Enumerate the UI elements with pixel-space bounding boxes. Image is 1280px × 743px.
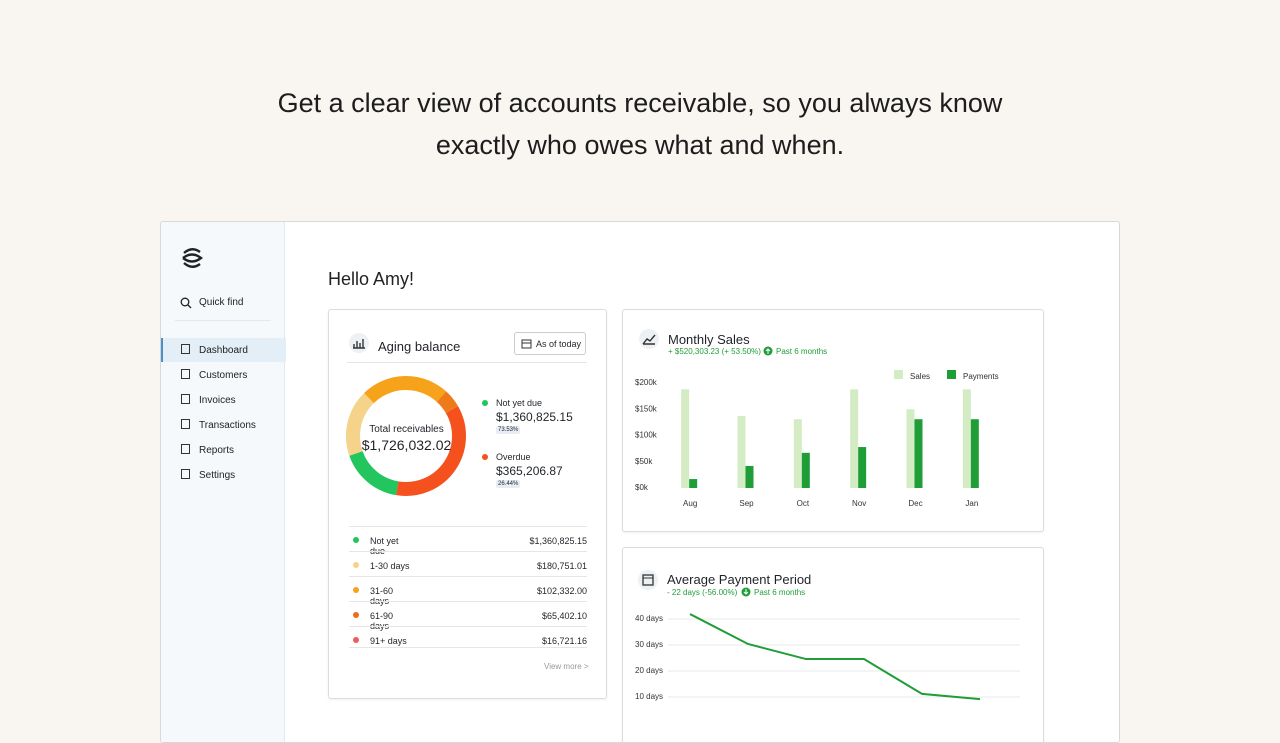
card-icon <box>349 333 369 353</box>
row-divider <box>349 601 587 602</box>
row-dot <box>353 537 359 543</box>
divider <box>347 362 587 363</box>
row-divider <box>349 647 587 648</box>
row-amount: $102,332.00 <box>536 586 587 596</box>
card-title: Aging balance <box>378 339 461 354</box>
quick-find[interactable]: Quick find <box>199 297 244 308</box>
search-icon <box>180 297 192 309</box>
row-divider <box>349 526 587 527</box>
card-title: Average Payment Period <box>667 572 812 587</box>
card-title: Monthly Sales <box>668 332 750 347</box>
donut-chart <box>346 376 466 496</box>
card-subtitle: + $520,303.23 (+ 53.50%) <box>668 347 761 356</box>
card-period: Past 6 months <box>754 588 806 597</box>
nav-item[interactable]: Invoices <box>199 395 236 406</box>
nav-item[interactable]: Reports <box>199 445 235 456</box>
donut-segment <box>396 406 466 496</box>
donut-segment <box>436 391 458 414</box>
headline: exactly who owes what and when. <box>435 130 845 160</box>
legend-label: Overdue <box>496 452 531 462</box>
view-more[interactable]: View more > <box>544 662 589 671</box>
row-label: 1-30 days <box>370 561 410 571</box>
center-label: Total receivables <box>369 424 444 435</box>
nav-icon <box>181 419 190 429</box>
row-dot <box>353 637 359 643</box>
logo <box>182 248 203 268</box>
nav-item[interactable]: Transactions <box>199 420 256 431</box>
donut-segment <box>346 393 375 456</box>
card-subtitle: - 22 days (-56.00%) <box>667 588 738 597</box>
date-filter[interactable]: As of today <box>514 332 586 355</box>
nav-item[interactable]: Dashboard <box>199 345 248 356</box>
legend-amount: $1,360,825.15 <box>496 410 573 424</box>
legend-share: 26.44% <box>496 480 521 488</box>
row-dot <box>353 612 359 618</box>
greeting: Hello Amy! <box>328 269 415 289</box>
row-amount: $180,751.01 <box>536 561 587 571</box>
headline: Get a clear view of accounts receivable,… <box>277 88 1003 118</box>
nav-item[interactable]: Customers <box>199 370 248 381</box>
sidebar: Quick find Dashboard Customers Invoices Tra… <box>161 222 286 742</box>
row-divider <box>349 626 587 627</box>
row-divider <box>349 576 587 577</box>
legend-share: 73.53% <box>496 426 521 434</box>
payment-period-card: Average Payment Period - 22 days (-56.00… <box>622 547 1044 742</box>
nav-icon <box>181 369 190 379</box>
row-dot <box>353 562 359 568</box>
aging-card: Aging balance As of today Total receivab… <box>328 309 607 699</box>
nav-icon <box>181 444 190 454</box>
row-divider <box>349 551 587 552</box>
donut-segment <box>349 450 399 496</box>
legend-amount: $365,206.87 <box>496 464 563 478</box>
legend-label: Not yet due <box>496 398 543 408</box>
row-label: Not yet due <box>370 536 399 556</box>
row-amount: $1,360,825.15 <box>529 536 587 546</box>
divider <box>175 320 271 321</box>
row-dot <box>353 587 359 593</box>
center-value: $1,726,032.02 <box>361 437 452 453</box>
row-label: 61-90 days <box>370 611 394 631</box>
page: { "headline": {"lines": ["Get a clear vi… <box>160 88 1120 743</box>
nav-icon <box>181 344 190 354</box>
nav-icon <box>181 469 190 479</box>
date-filter-label: As of today <box>536 339 582 349</box>
app-window: Quick find Dashboard Customers Invoices Tra… <box>160 221 1120 743</box>
legend-dot <box>482 454 488 460</box>
sales-card: Monthly Sales + $520,303.23 (+ 53.50%) P… <box>622 309 1044 532</box>
nav-icon <box>181 394 190 404</box>
row-label: 31-60 days <box>370 586 394 606</box>
row-amount: $16,721.16 <box>541 636 587 646</box>
row-amount: $65,402.10 <box>541 611 587 621</box>
legend-dot <box>482 400 488 406</box>
row-label: 91+ days <box>370 636 407 646</box>
donut-segment <box>364 376 447 404</box>
card-period: Past 6 months <box>776 347 828 356</box>
nav-item[interactable]: Settings <box>199 470 236 481</box>
